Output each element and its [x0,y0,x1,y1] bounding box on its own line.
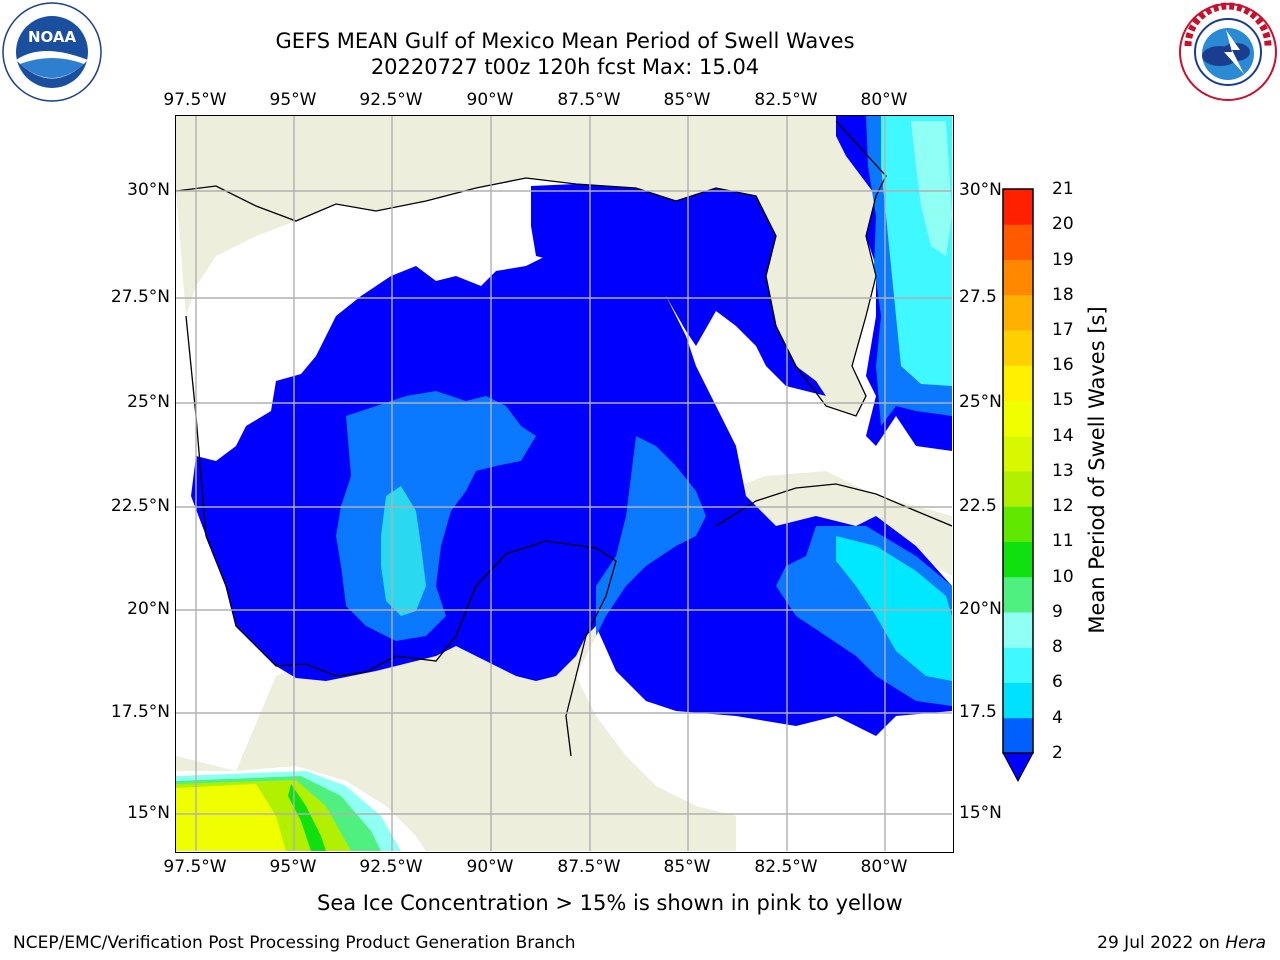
chart-subtitle: 20220727 t00z 120h fcst Max: 15.04 [370,55,760,79]
lat-label-right: 25°N [959,392,1002,412]
colorbar-band [1003,330,1033,366]
swell-10-11s-pacific [288,784,326,851]
colorbar-tick: 11 [1052,531,1074,551]
lat-label-left: 25°N [127,392,170,412]
colorbar-tick: 9 [1052,602,1063,622]
lon-label-top: 80°W [860,90,908,110]
lon-label-bottom: 82.5°W [754,857,818,877]
map-panel [175,115,954,853]
coastline-mexico [185,315,617,757]
nws-logo [1178,2,1278,102]
footer-host: Hera [1225,933,1266,953]
lat-label-left: 27.5°N [110,287,170,307]
colorbar-tick: 4 [1052,708,1063,728]
colorbar-tick: 2 [1052,743,1063,763]
lon-label-bottom: 95°W [269,857,317,877]
colorbar-tick: 10 [1052,567,1074,587]
colorbar-tick: 15 [1052,390,1074,410]
colorbar-band [1003,576,1033,613]
lon-label-top: 92.5°W [359,90,423,110]
noaa-logo: NOAA [2,2,102,102]
swell-6-8s-caribbean [836,536,952,681]
colorbar-band [1003,612,1033,648]
lon-label-bottom: 90°W [466,857,514,877]
lat-label-left: 30°N [127,180,170,200]
colorbar-label: Mean Period of Swell Waves [s] [1085,306,1109,634]
footer-date-text: 29 Jul 2022 on [1097,933,1226,953]
lat-label-right: 15°N [959,803,1002,823]
colorbar-band [1003,365,1033,401]
colorbar-tick: 13 [1052,461,1074,481]
colorbar-tick: 16 [1052,355,1074,375]
colorbar-tick: 20 [1052,214,1074,234]
lon-label-bottom: 92.5°W [359,857,423,877]
colorbar-band [1003,224,1033,260]
graticule [176,116,952,851]
chart-title: GEFS MEAN Gulf of Mexico Mean Period of … [275,29,855,53]
colorbar-tick: 18 [1052,285,1074,305]
lat-label-right: 17.5 [959,702,997,722]
footer-credit: NCEP/EMC/Verification Post Processing Pr… [13,933,576,953]
lon-label-top: 85°W [663,90,711,110]
swell-2-4s-ne [531,184,826,396]
coastline-gulf [176,120,887,417]
colorbar-band [1003,471,1033,507]
lon-label-top: 82.5°W [754,90,818,110]
lon-label-bottom: 85°W [663,857,711,877]
colorbar-band [1003,189,1033,225]
colorbar-band [1003,541,1033,578]
lat-label-left: 22.5°N [110,496,170,516]
colorbar-tick: 14 [1052,426,1074,446]
colorbar-under-arrow [1002,752,1034,783]
lon-label-bottom: 80°W [860,857,908,877]
colorbar-tick: 19 [1052,250,1074,270]
lat-label-right: 30°N [959,180,1002,200]
colorbar-band [1003,506,1033,542]
lon-label-bottom: 97.5°W [163,857,227,877]
colorbar-tick: 6 [1052,672,1063,692]
lat-label-left: 15°N [127,803,170,823]
lat-label-left: 20°N [127,599,170,619]
lon-label-top: 87.5°W [557,90,621,110]
lat-label-right: 22.5 [959,496,997,516]
lat-label-right: 20°N [959,599,1002,619]
lon-label-top: 90°W [466,90,514,110]
swell-8-9s-atlantic [911,121,952,256]
lon-label-top: 97.5°W [163,90,227,110]
lat-label-right: 27.5 [959,287,997,307]
colorbar-band [1003,400,1033,437]
colorbar-tick: 12 [1052,496,1074,516]
colorbar-frame [1002,188,1034,754]
sea-ice-note: Sea Ice Concentration > 15% is shown in … [317,891,903,915]
colorbar-band [1003,647,1033,683]
coastline-cuba [715,483,953,527]
footer-date: 29 Jul 2022 on Hera [1097,933,1266,953]
colorbar-band [1003,717,1033,754]
colorbar-tick: 21 [1052,179,1074,199]
colorbar-tick: 17 [1052,320,1074,340]
colorbar-band [1003,435,1033,472]
colorbar [1002,188,1034,783]
colorbar-band [1003,294,1033,331]
map-canvas [176,116,953,851]
noaa-logo-text: NOAA [28,28,77,46]
colorbar-tick: 8 [1052,637,1063,657]
lon-label-top: 95°W [269,90,317,110]
lon-label-bottom: 87.5°W [557,857,621,877]
lat-label-left: 17.5°N [110,702,170,722]
swell-4-6s-yucatan [596,436,706,636]
swell-14-15s-pacific [176,784,286,851]
colorbar-band [1003,259,1033,296]
colorbar-band [1003,682,1033,719]
